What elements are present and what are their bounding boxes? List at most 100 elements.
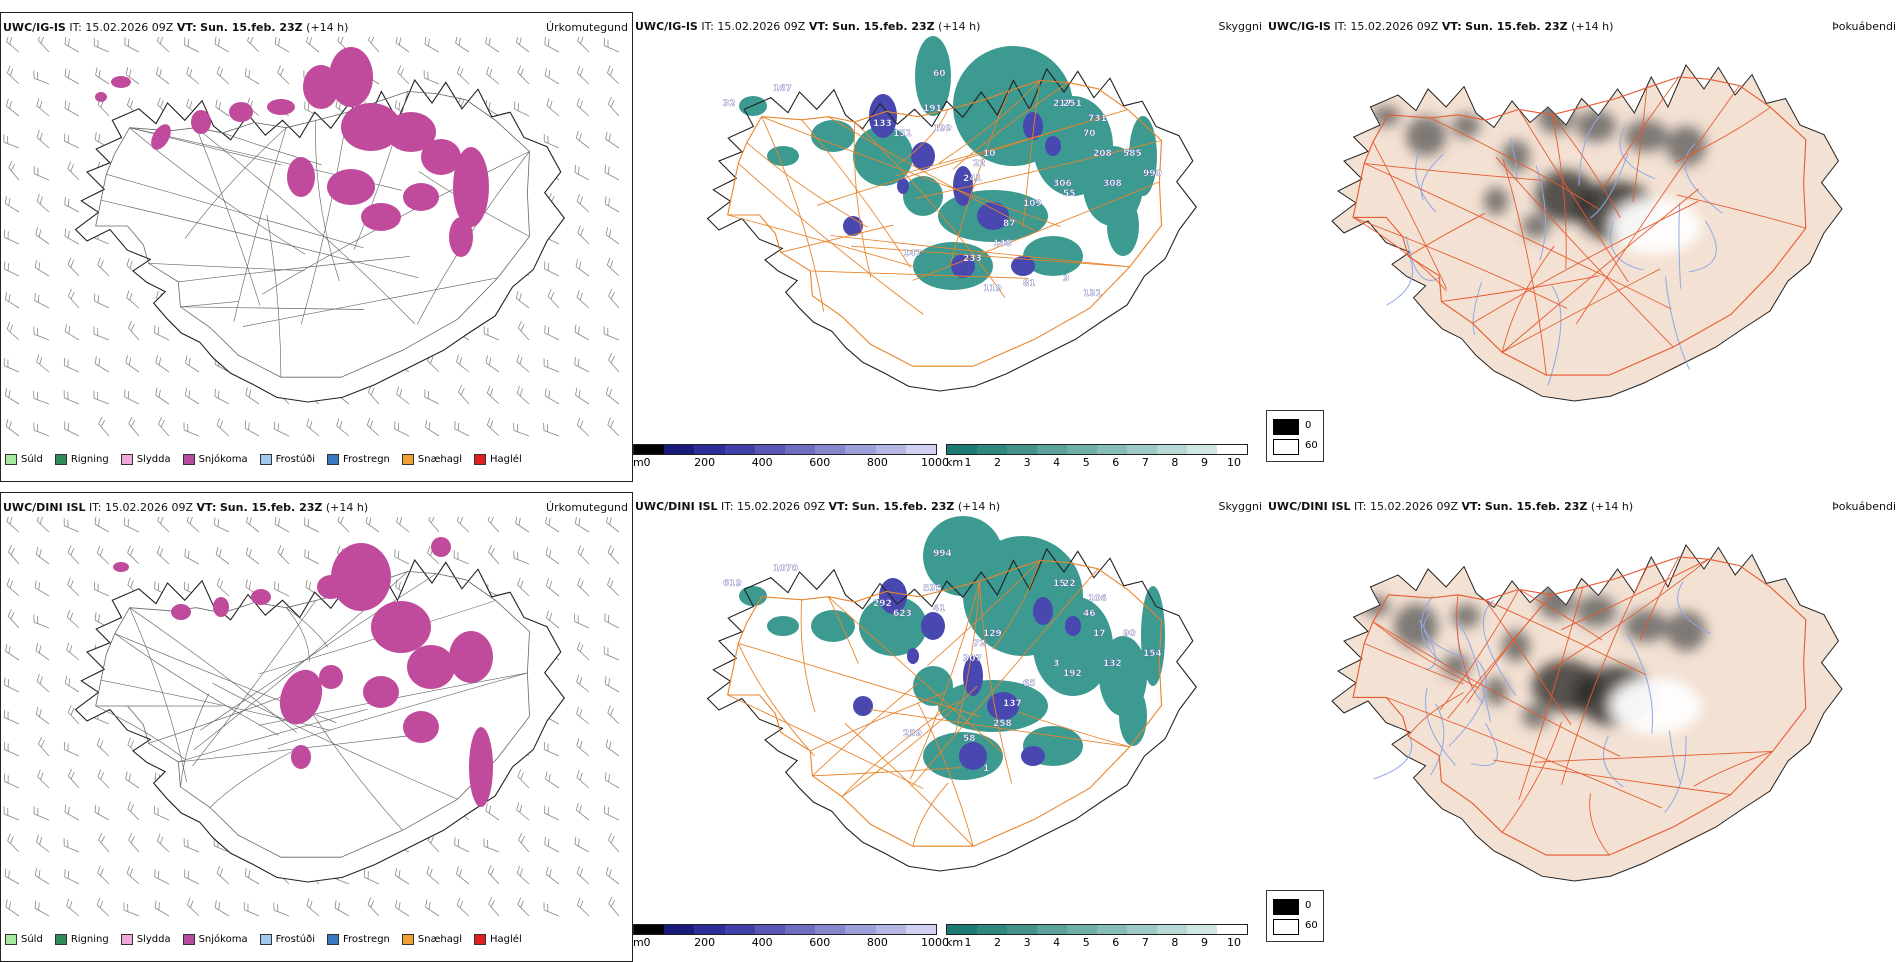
low-cloud-area — [1065, 616, 1081, 636]
fog-cell — [1666, 126, 1706, 166]
cloud-base-unit: m — [633, 456, 644, 469]
model-name: UWC/DINI ISL — [635, 500, 718, 513]
colorbar-segment — [876, 925, 906, 934]
colorbar-segment — [1097, 925, 1127, 934]
wind-barb — [32, 293, 52, 308]
low-visibility-area — [739, 586, 767, 606]
wind-barb — [366, 37, 384, 52]
legend-label: Súld — [21, 934, 43, 945]
fog-legend-low: 0 — [1305, 900, 1311, 911]
cloud-base-label: 32 — [723, 99, 736, 109]
lead-time: (+14 h) — [306, 21, 348, 34]
wind-barb — [61, 390, 81, 404]
wind-barb — [34, 355, 53, 372]
legend-swatch — [260, 454, 272, 465]
colorbar-tick: 4 — [1053, 936, 1060, 949]
snow-area — [363, 676, 399, 708]
wind-barb — [272, 581, 292, 596]
it-value: 15.02.2026 09Z — [737, 500, 825, 513]
fog-map[interactable] — [1266, 516, 1900, 916]
wind-barb — [514, 37, 533, 52]
wind-barb — [575, 290, 594, 308]
low-visibility-area — [1119, 686, 1147, 746]
wind-barb — [485, 386, 504, 404]
wind-barb — [511, 423, 531, 436]
wind-barb — [96, 866, 114, 884]
wind-barb — [213, 900, 233, 916]
wind-barb — [35, 194, 54, 212]
low-visibility-area — [811, 120, 855, 152]
colorbar-tick: 9 — [1201, 936, 1208, 949]
wind-barb — [572, 614, 592, 628]
wind-barb — [5, 322, 24, 340]
wind-barb — [155, 546, 174, 564]
cloud-base-label: 90 — [1123, 629, 1136, 639]
fog-cell — [1502, 630, 1530, 662]
wind-barb — [185, 517, 204, 532]
snow-area — [403, 183, 439, 211]
wind-barb — [575, 66, 594, 84]
wind-barb — [515, 386, 534, 404]
visibility-unit: km — [946, 456, 963, 469]
wind-barb — [573, 388, 593, 404]
cloud-base-label: 192 — [1063, 669, 1082, 679]
cloud-base-label: 233 — [963, 254, 982, 264]
wind-barb — [302, 549, 322, 564]
colorbar-segment — [947, 445, 977, 454]
wind-barb — [2, 358, 22, 372]
wind-barb — [242, 421, 262, 436]
wind-barb — [575, 418, 594, 436]
snow-area — [213, 597, 229, 617]
colorbar-tick: 800 — [867, 936, 888, 949]
legend-swatch — [183, 934, 195, 945]
wind-barb — [2, 869, 22, 884]
colorbar-segment — [725, 925, 755, 934]
panel-header: UWC/DINI ISL IT: 15.02.2026 09Z VT: Sun.… — [3, 501, 628, 517]
wind-barb — [607, 289, 625, 308]
fog-cell — [1538, 98, 1574, 134]
panel-title: Úrkomutegund — [546, 501, 628, 514]
cloud-base-label: 199 — [933, 124, 952, 134]
wind-barb — [155, 834, 174, 852]
legend-label: Súld — [21, 454, 43, 465]
wind-barb — [362, 870, 382, 884]
precip-map[interactable] — [1, 517, 632, 927]
cloud-base-label: 208 — [1093, 149, 1112, 159]
legend-label: Snæhagl — [418, 454, 462, 465]
wind-barb — [603, 772, 623, 788]
wind-barb — [423, 900, 443, 916]
wind-barb — [181, 838, 201, 852]
cloud-base-label: 81 — [1023, 279, 1036, 289]
snow-area — [331, 543, 391, 611]
legend-swatch — [474, 934, 486, 945]
wind-barb — [31, 391, 51, 404]
cloud-base-label: 58 — [963, 734, 976, 744]
legend-swatch — [55, 934, 67, 945]
cloud-base-label: 990 — [1143, 169, 1162, 179]
lead-time: (+14 h) — [938, 20, 980, 33]
wind-barb — [484, 355, 504, 372]
legend-swatch — [5, 934, 17, 945]
precip-legend-item: Slydda — [121, 934, 171, 945]
model-name: UWC/IG-IS — [635, 20, 698, 33]
fog-map[interactable] — [1266, 36, 1900, 436]
precip-type-panel: UWC/IG-IS IT: 15.02.2026 09Z VT: Sun. 15… — [0, 12, 633, 482]
wind-barb — [394, 387, 413, 404]
wind-barb — [602, 38, 622, 52]
wind-barb — [97, 833, 115, 852]
forecast-row-1: UWC/IG-IS IT: 15.02.2026 09Z VT: Sun. 15… — [0, 12, 1900, 482]
wind-barb — [152, 806, 172, 820]
fog-legend-black-swatch — [1273, 899, 1299, 915]
wind-barb — [64, 643, 83, 660]
wind-barb — [125, 866, 144, 884]
legend-swatch — [327, 454, 339, 465]
precip-legend-item: Frostregn — [327, 934, 390, 945]
wind-barb — [182, 549, 202, 564]
colorbar-tick: 10 — [1227, 936, 1241, 949]
low-cloud-area — [921, 612, 945, 640]
wind-barb — [66, 162, 84, 180]
precip-map[interactable] — [1, 37, 632, 447]
